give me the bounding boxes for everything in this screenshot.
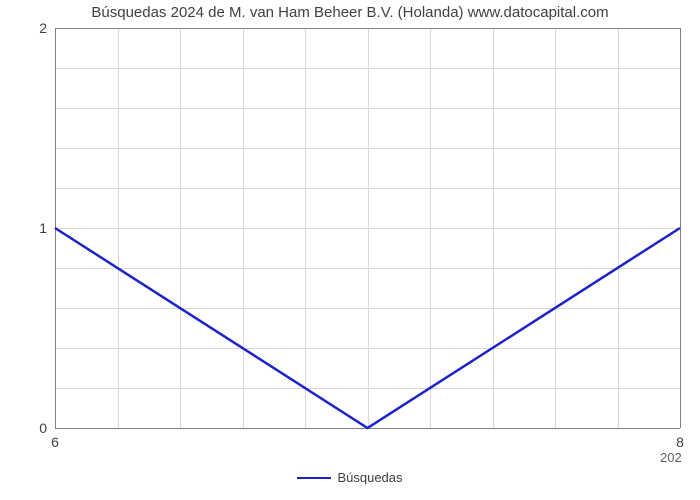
legend-label: Búsquedas <box>337 470 402 485</box>
secondary-x-label: 202 <box>660 450 682 465</box>
chart-container: Búsquedas 2024 de M. van Ham Beheer B.V.… <box>0 0 700 500</box>
axis-border-right <box>680 28 681 428</box>
series-line <box>55 28 680 428</box>
y-tick-label: 1 <box>39 220 47 236</box>
chart-title: Búsquedas 2024 de M. van Ham Beheer B.V.… <box>0 4 700 21</box>
y-tick-label: 0 <box>39 420 47 436</box>
y-tick-label: 2 <box>39 20 47 36</box>
legend: Búsquedas <box>0 470 700 485</box>
x-tick-label: 6 <box>51 434 59 450</box>
x-tick-label: 8 <box>676 434 684 450</box>
plot-area: 01268202 <box>55 28 680 428</box>
legend-swatch <box>297 477 331 479</box>
